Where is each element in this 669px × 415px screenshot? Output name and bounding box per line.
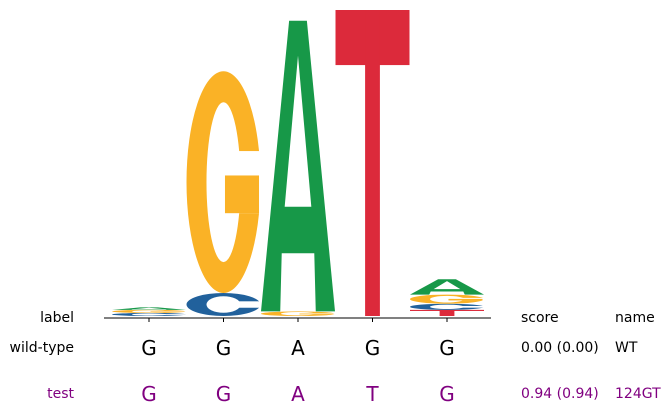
- sequence-score: 0.94 (0.94): [521, 386, 599, 402]
- logo-letters: [112, 10, 485, 316]
- logo-letter-g-pos3: [261, 311, 336, 316]
- sequence-base: A: [291, 382, 305, 406]
- sequence-base: G: [439, 382, 455, 406]
- sequence-base: G: [215, 336, 232, 360]
- sequence-base: G: [141, 336, 157, 360]
- logo-letter-g-pos5: [410, 294, 485, 304]
- logo-letter-c-pos5: [410, 303, 485, 310]
- sequence-label: wild-type: [9, 340, 74, 356]
- sequence-name: 124GT: [615, 386, 661, 402]
- sequence-base: G: [141, 382, 157, 406]
- logo-letter-c-pos2: [186, 293, 262, 316]
- logo-letter-g-pos1: [112, 309, 187, 313]
- logo-letter-a-pos1: [112, 307, 186, 310]
- sequence-score: 0.00 (0.00): [521, 340, 599, 356]
- sequence-name: WT: [615, 340, 638, 356]
- position-ticks: [148, 318, 448, 322]
- sequence-base: A: [291, 336, 305, 360]
- sequence-label: test: [47, 386, 74, 402]
- logo-letter-g-pos2: [186, 71, 262, 294]
- logo-letter-t-pos4: [335, 10, 410, 316]
- sequence-base: G: [439, 336, 455, 360]
- sequence-base: T: [366, 382, 379, 406]
- logo-letter-c-pos1: [112, 312, 187, 316]
- logo-letter-t-pos5: [410, 309, 484, 316]
- label-header: label: [40, 310, 74, 326]
- logo-letter-a-pos3: [261, 20, 335, 312]
- name-header: name: [615, 310, 655, 326]
- logo-letter-a-pos5: [410, 279, 484, 295]
- sequence-base: G: [215, 382, 232, 406]
- sequence-base: G: [364, 336, 381, 360]
- score-header: score: [521, 310, 559, 326]
